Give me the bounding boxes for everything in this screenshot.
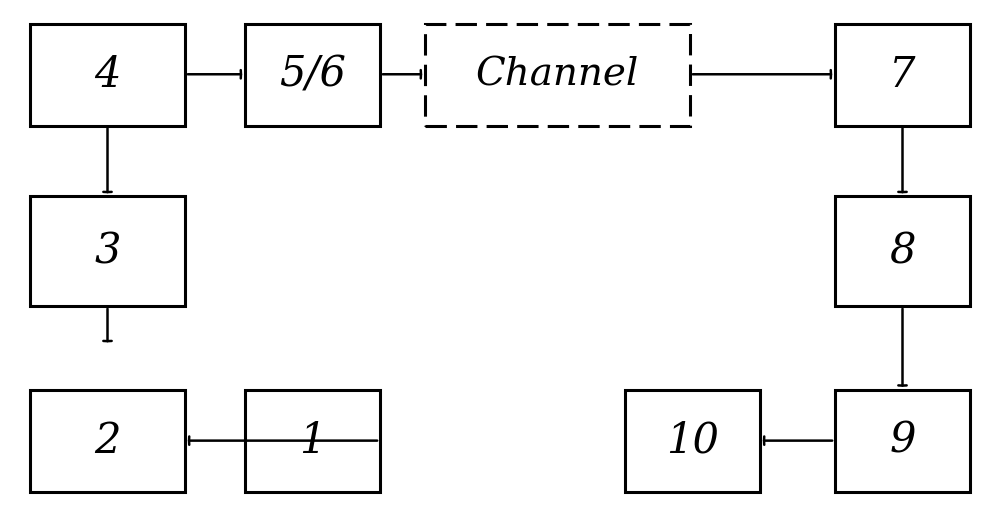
Bar (425, 24, 690, 126)
Bar (625, 390, 760, 492)
Bar (245, 24, 380, 126)
Text: 10: 10 (666, 419, 719, 462)
Text: 1: 1 (299, 419, 326, 462)
Text: Channel: Channel (476, 56, 639, 93)
Text: 4: 4 (94, 53, 121, 96)
Bar (835, 196, 970, 306)
Text: 3: 3 (94, 230, 121, 272)
Bar (30, 24, 185, 126)
Text: 5/6: 5/6 (279, 53, 346, 96)
Bar (30, 196, 185, 306)
Bar (30, 390, 185, 492)
Text: 8: 8 (889, 230, 916, 272)
Text: 7: 7 (889, 53, 916, 96)
Text: 9: 9 (889, 419, 916, 462)
Bar (245, 390, 380, 492)
Bar (835, 390, 970, 492)
Text: 2: 2 (94, 419, 121, 462)
Bar (835, 24, 970, 126)
